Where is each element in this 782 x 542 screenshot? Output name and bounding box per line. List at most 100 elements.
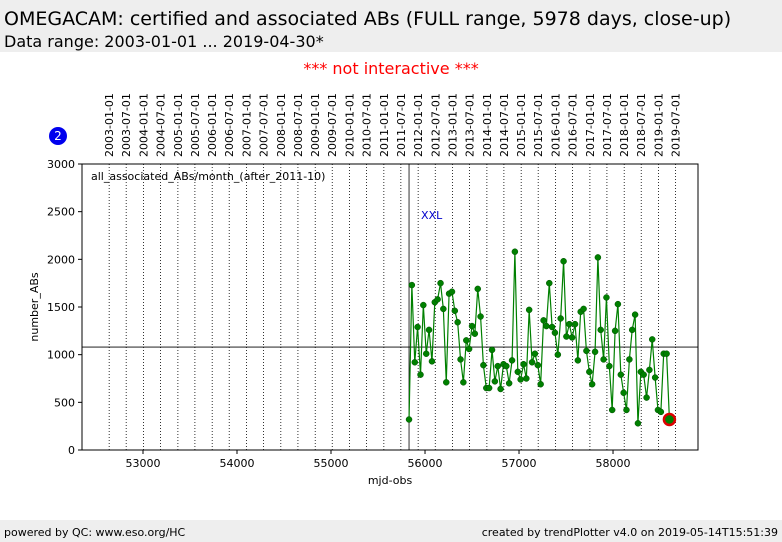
point <box>597 326 604 334</box>
point <box>657 408 665 416</box>
point <box>443 379 450 386</box>
point <box>420 301 427 309</box>
point <box>606 362 613 370</box>
date-tick-label: 2014-07-01 <box>498 93 511 157</box>
point <box>566 320 573 328</box>
point <box>425 326 433 334</box>
point <box>485 384 493 392</box>
point <box>634 420 642 427</box>
x-tick-label: 56000 <box>408 457 443 470</box>
point <box>560 257 567 265</box>
date-tick-label: 2016-01-01 <box>549 93 562 157</box>
y-tick-label: 3000 <box>47 158 75 171</box>
date-tick-label: 2004-01-01 <box>137 93 150 157</box>
x-tick-label: 58000 <box>596 457 631 470</box>
point <box>594 254 602 261</box>
point <box>463 337 470 344</box>
x-axis-label: mjd-obs <box>368 474 413 487</box>
point <box>551 329 559 336</box>
point <box>583 347 590 355</box>
point <box>480 361 487 369</box>
point <box>474 285 482 293</box>
point <box>505 380 513 387</box>
y-axis-label: number_ABs <box>28 272 41 342</box>
date-tick-label: 2005-07-01 <box>189 93 202 157</box>
last-point-highlight <box>662 412 677 427</box>
point <box>511 248 519 255</box>
point <box>457 356 464 363</box>
plot-frame <box>81 163 699 451</box>
date-tick-label: 2006-07-01 <box>223 93 236 157</box>
header-band <box>0 0 782 52</box>
date-tick-label: 2018-01-01 <box>618 93 631 157</box>
date-tick-label: 2012-07-01 <box>429 93 442 157</box>
plot: 2003-01-01 2003-07-01 2004-01-01 2004-07-01… <box>28 93 699 487</box>
date-tick-label: 2004-07-01 <box>155 93 168 157</box>
point <box>537 380 544 388</box>
date-tick-label: 2009-07-01 <box>326 93 339 157</box>
annotation: XXL <box>421 209 443 222</box>
point <box>508 357 516 364</box>
point <box>648 336 656 343</box>
point <box>611 327 619 335</box>
point <box>631 311 639 318</box>
footer-band <box>0 520 782 542</box>
point <box>586 368 593 376</box>
point <box>405 416 413 423</box>
point <box>514 368 522 376</box>
point <box>646 366 653 374</box>
y-tick-label: 500 <box>54 396 75 409</box>
point <box>497 385 504 393</box>
point <box>503 362 510 370</box>
date-tick-label: 2019-01-01 <box>653 93 666 157</box>
point <box>414 323 421 331</box>
point <box>563 333 570 340</box>
date-tick-label: 2014-01-01 <box>481 93 494 157</box>
point <box>574 357 582 364</box>
point <box>494 362 502 370</box>
point <box>557 315 564 322</box>
point <box>640 371 647 378</box>
date-tick-label: 2015-01-01 <box>515 93 528 157</box>
point <box>520 360 527 368</box>
y-tick-label: 2000 <box>47 253 75 266</box>
point <box>543 322 550 330</box>
point <box>448 288 456 295</box>
point <box>477 313 484 320</box>
point <box>408 281 416 289</box>
date-tick-label: 2007-01-01 <box>241 93 254 157</box>
point <box>422 350 430 357</box>
point <box>608 406 616 414</box>
point <box>554 351 562 358</box>
point <box>434 296 441 303</box>
point <box>531 350 539 357</box>
point <box>417 371 424 378</box>
point <box>440 305 447 313</box>
date-tick-label: 2003-07-01 <box>120 93 133 157</box>
y-tick-label: 2500 <box>47 206 75 219</box>
footer-right: created by trendPlotter v4.0 on 2019-05-… <box>482 526 778 539</box>
x-tick-label: 55000 <box>314 457 349 470</box>
date-tick-label: 2010-07-01 <box>361 93 374 157</box>
date-tick-label: 2017-07-01 <box>601 93 614 157</box>
date-tick-label: 2003-01-01 <box>103 93 116 157</box>
date-tick-label: 2007-07-01 <box>258 93 271 157</box>
date-tick-label: 2009-01-01 <box>309 93 322 157</box>
date-tick-label: 2006-01-01 <box>206 93 219 157</box>
point <box>525 306 533 314</box>
point <box>591 348 599 356</box>
date-tick-label: 2008-07-01 <box>292 93 305 157</box>
title: OMEGACAM: certified and associated ABs (… <box>4 8 731 30</box>
y-tick-label: 1000 <box>47 349 75 362</box>
point <box>546 279 553 287</box>
y-tick-label: 1500 <box>47 301 75 314</box>
x-tick-label: 54000 <box>220 457 255 470</box>
date-tick-label: 2012-01-01 <box>412 93 425 157</box>
point <box>491 378 499 385</box>
point <box>620 389 627 397</box>
point <box>534 361 542 369</box>
point <box>488 346 496 354</box>
point <box>548 323 556 331</box>
point <box>651 374 659 381</box>
